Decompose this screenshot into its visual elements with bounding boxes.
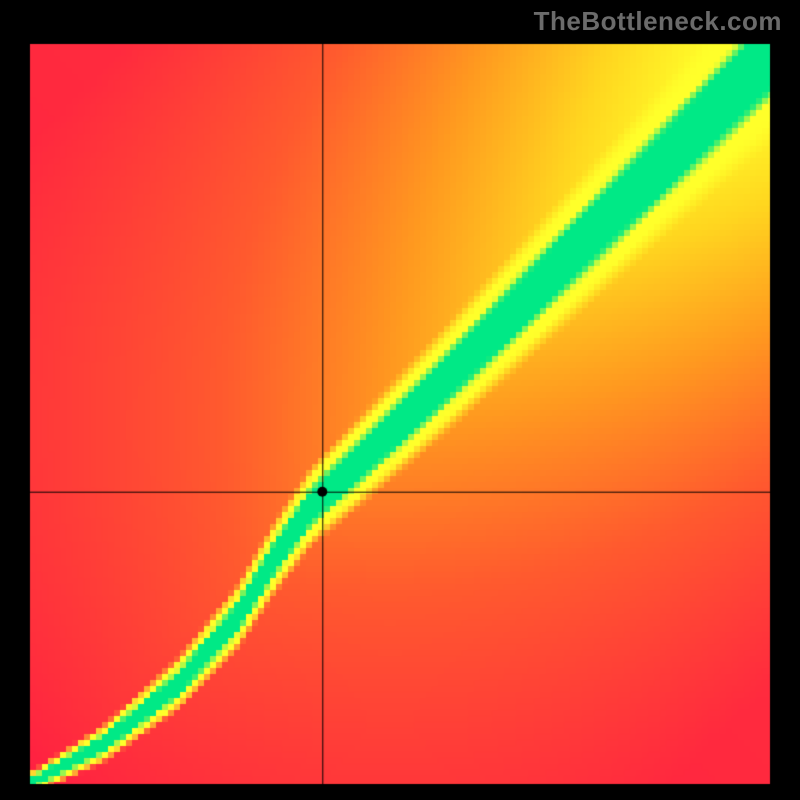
- watermark-text: TheBottleneck.com: [534, 6, 782, 37]
- chart-container: TheBottleneck.com: [0, 0, 800, 800]
- bottleneck-heatmap-canvas: [0, 0, 800, 800]
